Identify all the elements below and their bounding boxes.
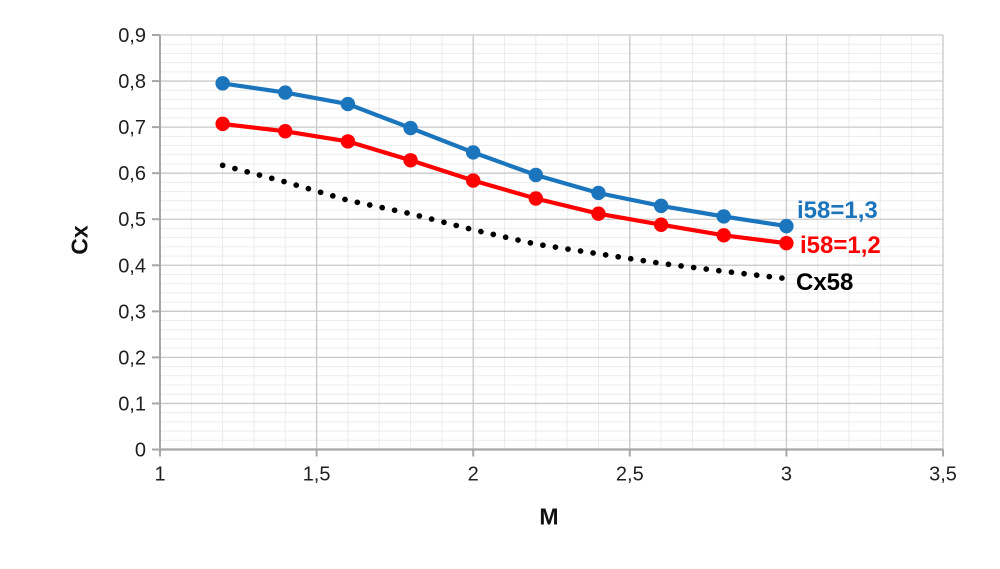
series-marker-0: [591, 185, 606, 201]
series-marker-0: [340, 96, 356, 112]
series-dotted-line-2: [219, 162, 790, 282]
series-marker-1: [716, 228, 731, 243]
series-label-i58-1-2: i58=1,2: [800, 232, 881, 259]
y-tick-label: 0,8: [118, 71, 146, 93]
y-tick-label: 0,5: [118, 209, 146, 231]
series-marker-0: [653, 198, 669, 214]
y-tick-label: 0: [135, 440, 146, 462]
x-tick-label: 1,5: [303, 464, 331, 486]
series-marker-1: [466, 173, 481, 188]
series-marker-1: [591, 206, 606, 221]
y-axis-title: Cx: [66, 225, 93, 255]
y-tick-label: 0,6: [118, 163, 146, 185]
series-marker-1: [779, 235, 794, 251]
series-marker-0: [528, 167, 544, 183]
x-tick-label: 2,5: [616, 464, 644, 486]
series-marker-1: [215, 116, 230, 132]
x-tick-label: 1: [154, 464, 165, 486]
series-marker-1: [528, 191, 544, 206]
x-tick-label: 2: [468, 464, 479, 486]
series-label-cx58: Cx58: [796, 269, 854, 296]
series-marker-0: [215, 76, 230, 91]
series-marker-0: [716, 209, 731, 224]
x-axis-title: M: [539, 503, 559, 530]
y-tick-label: 0,4: [118, 255, 146, 277]
series-line-0: [220, 81, 789, 229]
series-marker-0: [278, 85, 293, 100]
y-tick-label: 0,3: [118, 301, 146, 323]
y-tick-label: 0,2: [118, 347, 146, 369]
series-marker-1: [278, 124, 293, 139]
series-marker-0: [466, 145, 481, 160]
series-marker-0: [403, 120, 418, 136]
x-tick-label: 3: [781, 464, 792, 486]
y-tick-label: 0,7: [118, 117, 146, 139]
series-marker-0: [779, 218, 794, 234]
y-tick-label: 0,9: [118, 25, 146, 47]
series-marker-1: [403, 153, 418, 168]
x-tick-label: 3,5: [929, 464, 957, 486]
series-label-i58-1-3: i58=1,3: [797, 197, 878, 224]
series-line-1: [220, 121, 789, 246]
series-marker-1: [340, 134, 356, 149]
y-tick-label: 0,1: [118, 393, 146, 415]
series-marker-1: [653, 217, 669, 232]
